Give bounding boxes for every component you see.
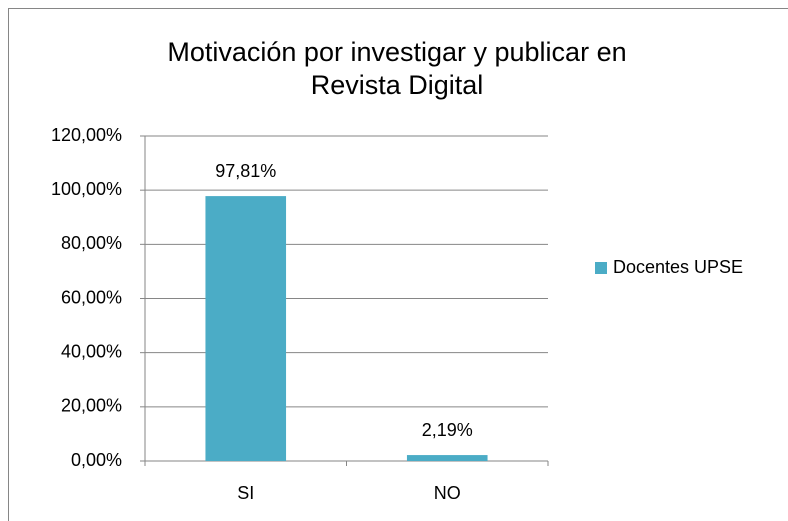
chart-title: Motivación por investigar y publicar en …: [167, 37, 627, 100]
data-label: 2,19%: [422, 420, 473, 440]
y-tick-label: 100,00%: [51, 179, 122, 199]
x-tick-label: SI: [237, 483, 254, 503]
y-tick-label: 0,00%: [71, 450, 122, 470]
y-tick-label: 60,00%: [61, 287, 122, 307]
y-tick-label: 120,00%: [51, 125, 122, 145]
y-tick-label: 40,00%: [61, 341, 122, 361]
data-label: 97,81%: [215, 161, 276, 181]
x-tick-label: NO: [434, 483, 461, 503]
y-tick-label: 20,00%: [61, 396, 122, 416]
y-tick-label: 80,00%: [61, 233, 122, 253]
bar: [205, 196, 287, 462]
legend-swatch: [595, 262, 607, 274]
legend-label: Docentes UPSE: [613, 257, 743, 277]
bar: [406, 455, 488, 461]
chart-border: [8, 8, 788, 521]
